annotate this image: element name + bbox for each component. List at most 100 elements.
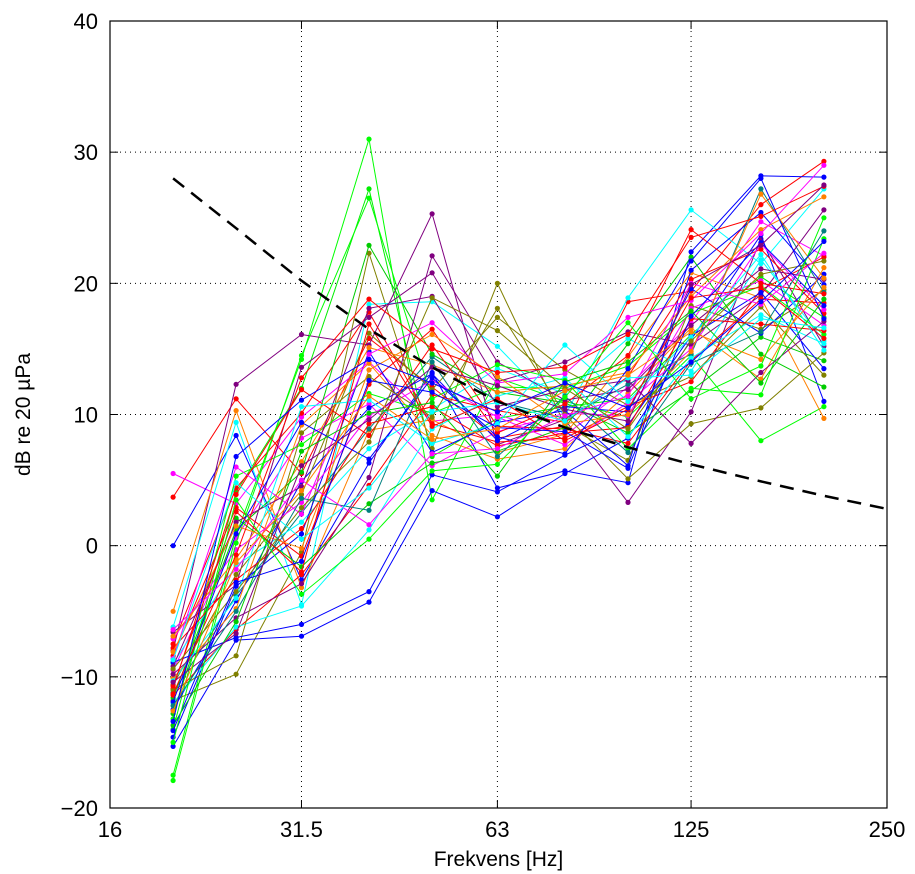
data-point [233,579,239,586]
data-point [429,432,435,439]
data-point [821,291,827,297]
data-point [233,624,239,630]
data-point [233,523,239,529]
data-point [821,303,827,309]
data-point [298,414,305,420]
data-point [298,526,305,532]
data-point [625,480,631,486]
data-point [170,708,176,714]
data-point [494,438,500,444]
data-point [366,485,372,491]
data-point [821,358,827,364]
data-point [170,657,176,663]
data-point [688,254,694,260]
data-point [366,195,372,201]
data-point [429,211,435,217]
data-point [758,271,764,277]
series-38 [170,175,827,705]
data-point [688,334,694,340]
data-point [758,438,764,444]
data-point [758,242,764,248]
x-axis-label: Frekvens [Hz] [434,848,564,871]
data-point [298,442,305,448]
data-point [366,439,372,445]
data-point [821,384,827,390]
data-point [494,434,500,440]
data-point [625,372,631,378]
data-point [625,359,631,365]
data-point [494,461,500,467]
data-point [821,335,827,341]
data-point [366,136,372,142]
data-point [298,545,305,551]
data-point [170,743,176,750]
data-point [233,540,239,546]
data-point [494,369,500,376]
data-point [233,464,239,470]
data-point [494,366,500,372]
data-point [170,691,176,697]
data-point [170,777,176,784]
data-point [298,469,305,475]
data-point [233,630,239,637]
data-point [298,511,305,517]
data-point [170,679,176,685]
data-point [758,329,764,335]
data-point [366,456,372,462]
data-point [429,270,435,276]
data-point [625,440,631,446]
data-point [494,314,500,320]
data-point [562,406,568,412]
data-point [366,367,372,373]
data-point [688,258,694,264]
data-point [233,619,239,625]
data-point [821,316,827,322]
data-point [233,566,239,572]
data-point [562,359,568,365]
data-point [429,409,435,415]
data-point [562,451,568,457]
data-point [821,162,827,168]
data-point [758,191,764,197]
data-point [688,308,694,314]
reference-curve [172,177,888,511]
data-point [366,301,372,307]
data-point [821,296,827,302]
data-point [429,436,435,442]
data-point [688,421,694,427]
data-point [366,417,372,423]
data-point [366,377,372,383]
data-point [758,266,764,272]
data-point [170,671,176,677]
data-point [366,296,372,302]
data-point [494,414,500,420]
series-35 [170,293,827,669]
data-point [170,683,176,689]
data-point [429,468,435,474]
data-point [366,360,372,366]
series-line [172,244,825,698]
y-tick-label: −10 [61,665,98,690]
data-point [625,476,631,482]
data-point [298,531,305,537]
data-point [494,485,500,491]
series-49 [170,215,827,746]
data-point [170,627,176,633]
data-point [298,495,305,501]
data-point [821,404,827,410]
data-point [688,409,694,415]
data-point [233,589,239,595]
data-point [298,581,305,587]
data-point [821,258,827,264]
series-27 [170,227,827,692]
data-point [170,494,176,500]
data-point [298,591,305,597]
series-47 [170,182,827,685]
data-point [170,649,176,655]
data-point [758,227,764,233]
data-point [562,446,568,452]
data-point [688,359,694,365]
data-point [366,321,372,327]
data-point [170,718,176,725]
data-point [170,641,176,647]
